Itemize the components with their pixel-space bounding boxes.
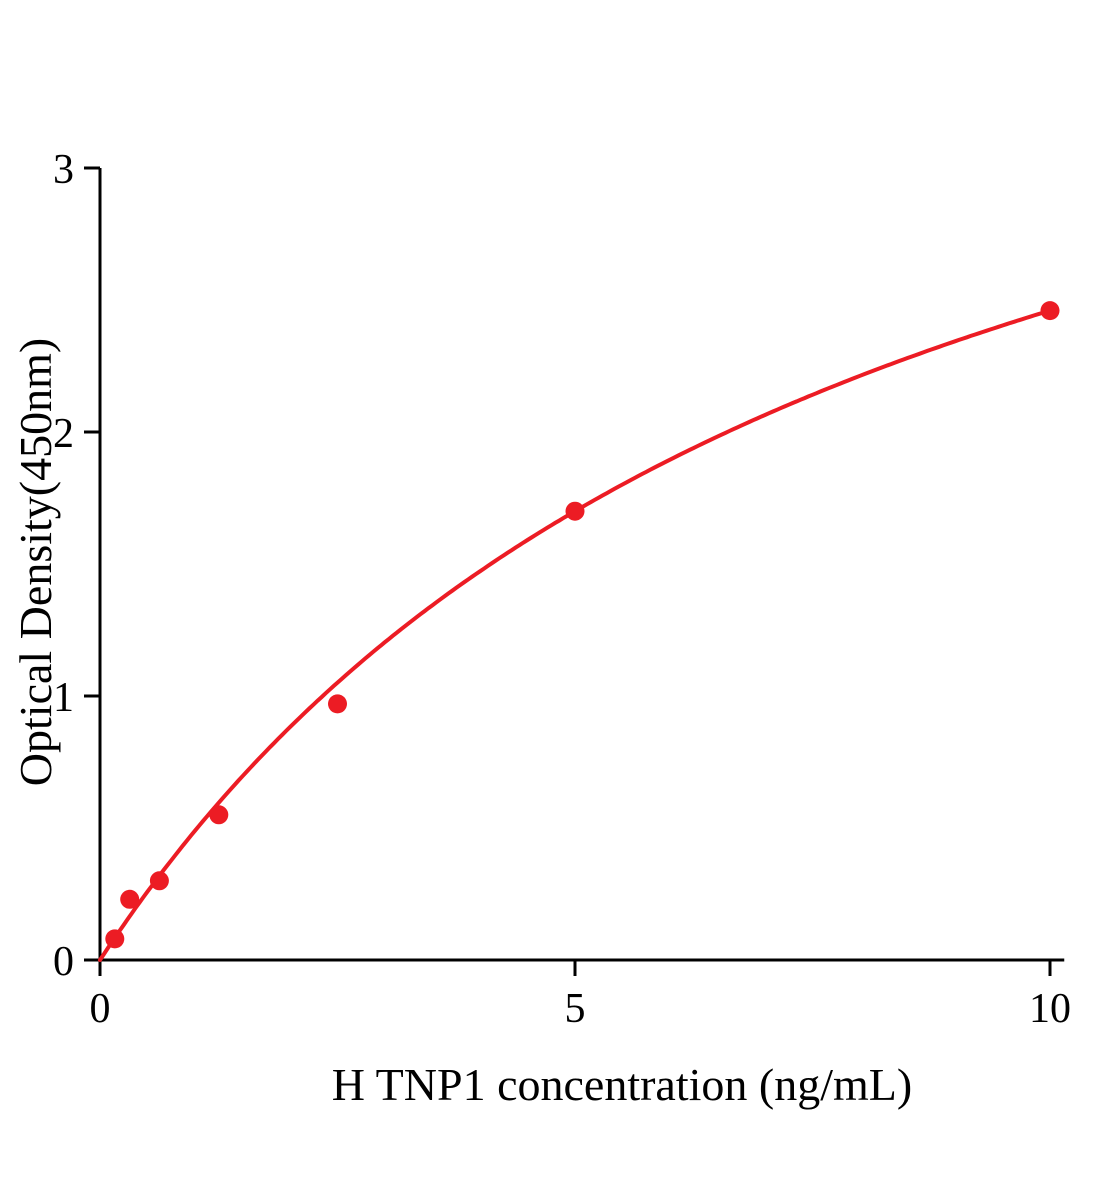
data-point bbox=[1040, 301, 1060, 321]
x-axis-label: H TNP1 concentration (ng/mL) bbox=[331, 1059, 913, 1110]
fit-curve bbox=[98, 308, 1052, 962]
y-tick-label: 2 bbox=[53, 411, 74, 457]
y-tick-label: 1 bbox=[53, 675, 74, 721]
data-point bbox=[120, 889, 140, 909]
x-tick-label: 10 bbox=[1029, 986, 1071, 1032]
data-point bbox=[105, 929, 125, 949]
x-tick-label: 5 bbox=[565, 986, 586, 1032]
data-point bbox=[149, 871, 169, 891]
data-point bbox=[565, 501, 585, 521]
data-point bbox=[328, 694, 347, 714]
data-point bbox=[209, 805, 229, 825]
y-tick-label: 0 bbox=[53, 939, 74, 985]
y-axis-label: Optical Density(450nm) bbox=[10, 337, 61, 787]
y-tick-label: 3 bbox=[53, 147, 74, 193]
x-tick-label: 0 bbox=[90, 986, 111, 1032]
